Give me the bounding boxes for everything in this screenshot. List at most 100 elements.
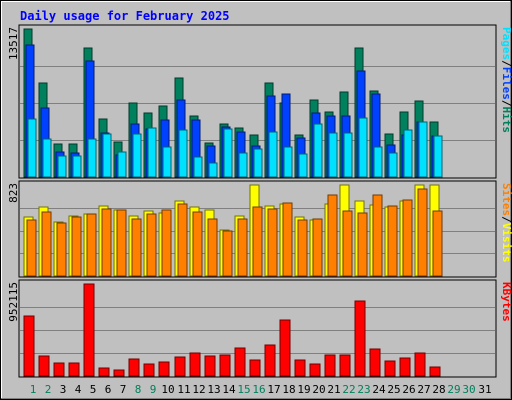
x-tick-label-day-25: 25 — [387, 383, 400, 396]
bar-pages-day-24 — [373, 146, 383, 178]
bar-kbytes-day-4 — [68, 362, 80, 377]
bar-kbytes-day-6 — [98, 367, 110, 377]
legend-entry-hits: Hits — [500, 107, 512, 134]
bar-kbytes-day-28 — [429, 366, 441, 377]
x-tick-label-day-31: 31 — [478, 383, 491, 396]
x-tick-label-day-28: 28 — [432, 383, 445, 396]
bar-kbytes-day-23 — [354, 300, 366, 377]
x-tick-label-day-16: 16 — [252, 383, 265, 396]
x-tick-label-day-19: 19 — [297, 383, 310, 396]
bar-pages-day-27 — [418, 121, 428, 178]
bar-sites-day-17 — [267, 208, 278, 277]
bar-kbytes-day-15 — [234, 347, 246, 377]
bar-kbytes-day-10 — [158, 361, 170, 377]
bar-pages-day-18 — [283, 146, 293, 178]
bar-sites-day-21 — [327, 194, 338, 277]
bar-pages-day-16 — [253, 148, 263, 178]
x-tick-label-day-21: 21 — [327, 383, 340, 396]
x-tick-label-day-22: 22 — [342, 383, 355, 396]
legend-entry-visits: Visits — [500, 223, 512, 263]
bar-kbytes-day-3 — [53, 362, 65, 377]
x-tick-label-day-14: 14 — [222, 383, 236, 396]
bar-kbytes-day-25 — [384, 360, 396, 377]
panel-middle: 823 Sites/Visits — [7, 180, 512, 278]
bar-sites-day-24 — [372, 194, 383, 277]
legend-entry-sites: Sites — [500, 183, 512, 216]
bar-kbytes-day-16 — [249, 359, 261, 377]
bar-sites-day-2 — [41, 211, 52, 277]
bar-kbytes-day-13 — [204, 355, 216, 377]
bar-sites-day-14 — [222, 230, 233, 277]
bar-kbytes-day-14 — [219, 354, 231, 377]
x-tick-label-day-11: 11 — [177, 383, 190, 396]
bar-kbytes-day-2 — [38, 355, 50, 377]
x-tick-label-day-27: 27 — [417, 383, 430, 396]
bar-sites-day-8 — [131, 218, 142, 277]
bar-pages-day-23 — [358, 117, 368, 178]
x-tick-label-day-4: 4 — [75, 383, 82, 396]
bar-pages-day-14 — [223, 128, 233, 178]
bar-sites-day-11 — [177, 203, 188, 277]
panel-top-legend: Pages/Files/Hits — [500, 27, 512, 133]
legend-separator: / — [500, 100, 512, 107]
bar-sites-day-22 — [342, 210, 353, 277]
bar-sites-day-28 — [432, 210, 443, 277]
panel-top-ymax-label: 13517 — [7, 27, 20, 60]
legend-entry-kbytes: KBytes — [500, 282, 512, 322]
x-tick-label-day-18: 18 — [282, 383, 295, 396]
panel-middle-legend: Sites/Visits — [500, 183, 512, 263]
bar-pages-day-1 — [27, 118, 37, 178]
bar-pages-day-2 — [42, 138, 52, 178]
panel-middle-ymax-label: 823 — [7, 183, 20, 203]
bar-sites-day-3 — [56, 222, 67, 277]
bar-pages-day-6 — [102, 133, 112, 178]
bar-sites-day-7 — [116, 209, 127, 277]
legend-entry-pages: Pages — [500, 27, 512, 60]
bar-pages-day-17 — [268, 131, 278, 178]
bar-kbytes-day-21 — [324, 354, 336, 377]
legend-entry-sep: / — [500, 216, 512, 223]
bar-sites-day-1 — [26, 219, 37, 277]
bar-sites-day-27 — [417, 188, 428, 277]
bar-pages-day-4 — [72, 155, 82, 178]
x-tick-label-day-23: 23 — [357, 383, 370, 396]
bar-sites-day-25 — [387, 205, 398, 277]
x-tick-label-day-2: 2 — [45, 383, 52, 396]
bar-pages-day-3 — [57, 155, 67, 178]
bar-kbytes-day-19 — [294, 359, 306, 377]
bar-pages-day-9 — [147, 127, 157, 178]
bar-sites-day-9 — [146, 213, 157, 277]
x-tick-label-day-9: 9 — [150, 383, 157, 396]
x-tick-label-day-17: 17 — [267, 383, 280, 396]
bar-kbytes-day-22 — [339, 354, 351, 377]
bar-pages-day-7 — [117, 151, 127, 178]
bar-pages-day-12 — [193, 156, 203, 178]
bar-pages-day-19 — [298, 153, 308, 178]
legend-entry-files: Files — [500, 67, 512, 100]
bar-sites-day-16 — [252, 206, 263, 277]
bar-pages-day-26 — [403, 129, 413, 178]
x-tick-label-day-15: 15 — [237, 383, 250, 396]
bar-pages-day-13 — [208, 162, 218, 178]
bar-sites-day-20 — [312, 218, 323, 277]
panel-bottom-ymax-label: 952115 — [7, 282, 20, 322]
bar-kbytes-day-12 — [189, 352, 201, 377]
bar-sites-day-5 — [86, 213, 97, 277]
bar-kbytes-day-1 — [23, 315, 35, 377]
bar-kbytes-day-24 — [369, 348, 381, 377]
bar-pages-day-8 — [132, 133, 142, 178]
bar-kbytes-day-27 — [414, 352, 426, 377]
bar-kbytes-day-11 — [174, 356, 186, 377]
x-tick-label-day-10: 10 — [161, 383, 174, 396]
bar-pages-day-10 — [162, 146, 172, 178]
x-tick-labels: 1 2 3 4 5 6 7 8 9 10 11 12 13 14 15 16 17 18 19 20 21 22 23 24 2… — [30, 383, 492, 396]
bar-kbytes-day-9 — [143, 363, 155, 377]
bar-sites-day-13 — [207, 218, 218, 277]
x-tick-label-day-5: 5 — [90, 383, 97, 396]
x-tick-label-day-20: 20 — [312, 383, 325, 396]
x-tick-label-day-26: 26 — [402, 383, 415, 396]
bar-sites-day-6 — [101, 208, 112, 277]
x-tick-label-day-3: 3 — [60, 383, 67, 396]
panel-bottom-legend: KBytes — [500, 282, 512, 322]
bar-sites-day-19 — [297, 219, 308, 277]
